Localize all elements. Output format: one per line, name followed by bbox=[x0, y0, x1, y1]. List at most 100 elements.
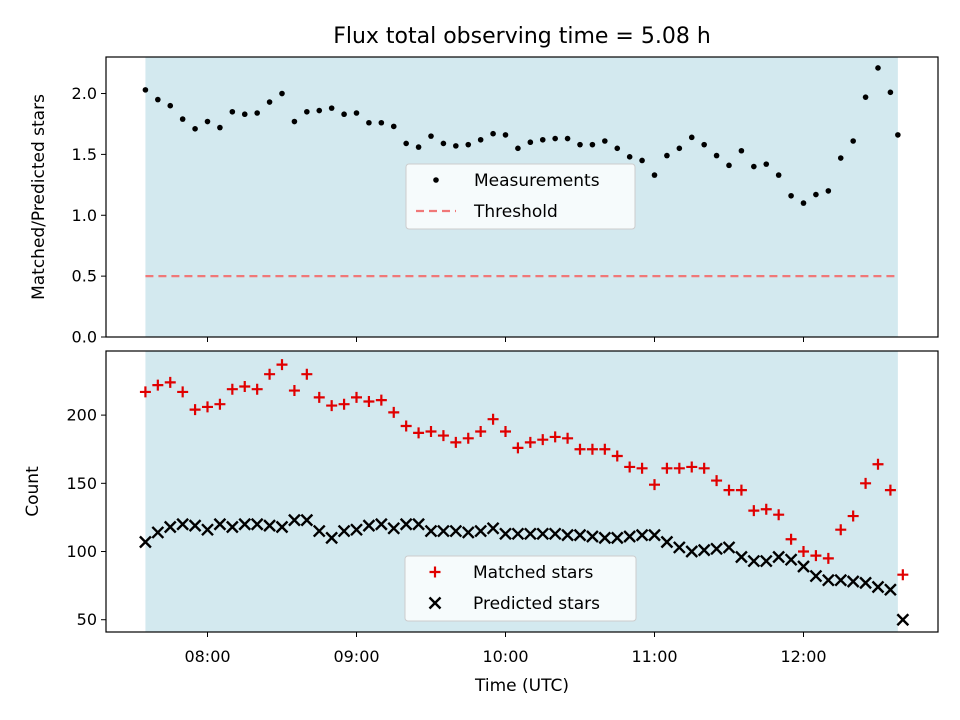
measurements-point bbox=[415, 144, 422, 150]
legend-measurements-icon bbox=[433, 177, 439, 183]
measurements-point bbox=[676, 145, 683, 152]
measurements-point bbox=[639, 157, 645, 164]
matched-stars-point bbox=[537, 434, 549, 446]
matched-stars-point bbox=[425, 425, 437, 437]
matched-stars-point bbox=[673, 462, 685, 474]
legend-marker bbox=[429, 566, 441, 578]
measurements-point bbox=[726, 162, 732, 169]
predicted-stars-point bbox=[325, 531, 339, 545]
predicted-stars-point bbox=[337, 524, 351, 538]
predicted-stars-point bbox=[486, 521, 500, 535]
measurements-point bbox=[279, 90, 285, 97]
predicted-stars-point bbox=[536, 527, 550, 541]
bottom-plot-area: 50 100 150 200 08:00 09:00 10:00 11:00 12:00 bbox=[66, 350, 939, 666]
measurements-point bbox=[453, 143, 459, 149]
predicted-stars-point bbox=[759, 554, 773, 568]
measurements-point bbox=[614, 145, 621, 152]
x-tick-label: 11:00 bbox=[631, 647, 677, 666]
predicted-stars-point bbox=[424, 524, 438, 538]
matched-stars-point bbox=[884, 484, 896, 496]
bottom-legend-frame bbox=[404, 555, 637, 622]
matched-stars-point bbox=[586, 443, 598, 455]
legend-measurements-label: Measurements bbox=[474, 171, 600, 191]
matched-stars-point bbox=[822, 552, 834, 564]
measurements-point bbox=[390, 123, 397, 130]
matched-stars-point bbox=[711, 475, 723, 487]
measurements-point bbox=[341, 111, 347, 118]
top-y-tick-label: 0.0 bbox=[72, 328, 97, 347]
measurements-point bbox=[155, 96, 161, 103]
matched-stars-point bbox=[872, 458, 884, 470]
matched-stars-point bbox=[835, 524, 847, 536]
predicted-stars-point bbox=[300, 513, 314, 527]
predicted-stars-point bbox=[548, 527, 562, 541]
matched-stars-point bbox=[139, 386, 151, 398]
matched-stars-point bbox=[785, 533, 797, 545]
predicted-stars-point bbox=[312, 524, 326, 538]
predicted-stars-point bbox=[213, 517, 227, 531]
predicted-stars-point bbox=[437, 524, 450, 538]
measurements-point bbox=[167, 102, 174, 109]
matched-stars-point bbox=[512, 442, 524, 454]
matched-stars-point bbox=[388, 406, 400, 418]
matched-stars-point bbox=[748, 505, 760, 517]
predicted-stars-point bbox=[635, 528, 649, 542]
matched-stars-point bbox=[400, 420, 412, 432]
predicted-stars-point bbox=[710, 542, 723, 556]
bottom-y-axis-label: Count bbox=[23, 466, 43, 517]
measurements-point bbox=[204, 118, 211, 125]
top-legend-frame bbox=[405, 163, 636, 230]
matched-stars-point bbox=[549, 431, 561, 443]
matched-stars-point bbox=[636, 462, 648, 474]
predicted-stars-point bbox=[772, 550, 786, 564]
matched-stars-point bbox=[624, 461, 636, 473]
matched-stars-point bbox=[649, 479, 660, 491]
predicted-stars-point bbox=[884, 583, 897, 597]
top-y-tick-label: 1.5 bbox=[72, 145, 97, 164]
measurements-point bbox=[403, 140, 409, 147]
matched-stars-point bbox=[698, 462, 710, 474]
matched-stars-point bbox=[375, 394, 387, 406]
measurements-point bbox=[366, 119, 372, 126]
measurements-point bbox=[800, 200, 807, 206]
predicted-stars-point bbox=[461, 526, 475, 539]
legend-marker bbox=[433, 177, 439, 183]
measurements-point bbox=[651, 172, 658, 178]
legend-matched-stars-icon bbox=[429, 566, 441, 578]
x-tick-label: 08:00 bbox=[184, 647, 230, 666]
predicted-stars-point bbox=[797, 560, 810, 573]
matched-stars-point bbox=[574, 443, 586, 455]
measurements-point bbox=[862, 94, 869, 100]
measurements-point bbox=[142, 87, 149, 93]
predicted-stars-point bbox=[809, 569, 823, 583]
matched-stars-point bbox=[686, 461, 698, 473]
matched-stars-point bbox=[847, 510, 859, 522]
measurements-point bbox=[688, 134, 695, 141]
predicted-stars-point bbox=[735, 550, 748, 564]
x-tick-label: 10:00 bbox=[482, 647, 528, 666]
predicted-stars-point bbox=[250, 517, 264, 531]
matched-stars-point bbox=[562, 432, 574, 444]
predicted-stars-point bbox=[697, 543, 711, 557]
measurements-point bbox=[577, 141, 583, 148]
measurements-point bbox=[465, 141, 472, 148]
matched-stars-point bbox=[810, 550, 822, 562]
predicted-stars-point bbox=[201, 523, 214, 537]
x-axis-label: Time (UTC) bbox=[474, 676, 569, 696]
matched-stars-point bbox=[313, 391, 325, 403]
predicted-stars-point bbox=[350, 523, 363, 537]
measurements-point bbox=[217, 124, 223, 131]
predicted-stars-point bbox=[238, 517, 252, 531]
predicted-stars-point bbox=[896, 613, 910, 627]
bottom-y-tick-label: 100 bbox=[66, 542, 97, 561]
predicted-stars-point bbox=[449, 524, 463, 538]
measurements-point bbox=[192, 126, 198, 132]
measurements-point bbox=[378, 119, 385, 126]
legend-predicted-stars-icon bbox=[428, 596, 442, 610]
matched-stars-point bbox=[487, 413, 499, 425]
matched-stars-point bbox=[661, 462, 673, 474]
matched-stars-point bbox=[475, 425, 487, 437]
predicted-stars-point bbox=[846, 575, 860, 588]
matched-stars-point bbox=[798, 546, 809, 558]
measurements-point bbox=[515, 145, 521, 152]
